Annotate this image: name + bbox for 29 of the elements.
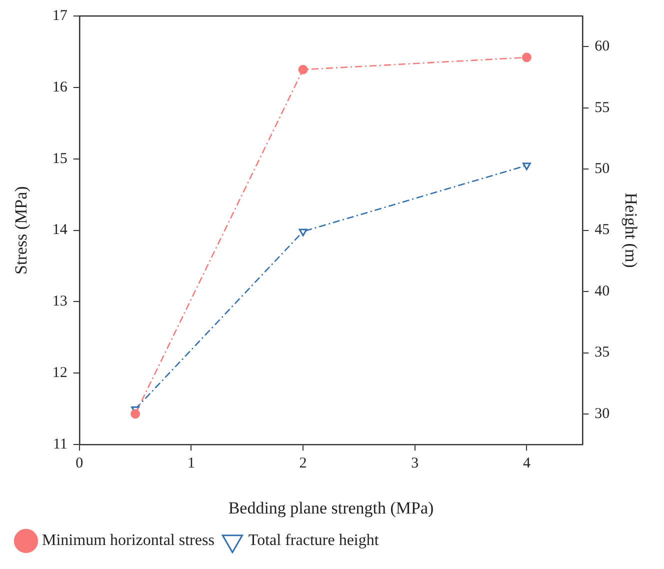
y2-tick-label: 30 (594, 406, 610, 422)
x-tick-label: 1 (187, 456, 195, 472)
y-tick-label: 15 (52, 150, 68, 167)
y2-tick-label: 55 (594, 100, 610, 116)
y2-tick-label: 40 (594, 283, 610, 300)
legend-label: Minimum horizontal stress (42, 532, 214, 550)
point (522, 52, 532, 62)
point (130, 409, 140, 419)
legend-label: Total fracture height (248, 532, 380, 550)
y2-tick-label: 45 (594, 222, 610, 238)
y2-tick-label: 35 (594, 344, 610, 361)
y2-tick-label: 60 (594, 38, 610, 55)
x-tick-label: 2 (299, 456, 307, 472)
y-tick-label: 17 (52, 8, 68, 24)
y-tick-label: 16 (52, 79, 68, 96)
point (522, 162, 531, 170)
x-tick-label: 4 (522, 456, 531, 472)
y-tick-label: 11 (52, 436, 68, 453)
y-tick-label: 14 (52, 222, 68, 238)
x-tick-label: 3 (411, 456, 419, 472)
x-tick-label: 0 (76, 456, 84, 472)
point (298, 64, 308, 74)
x-axis-title: Bedding plane strength (MPa) (228, 498, 434, 518)
y2-tick-label: 50 (594, 161, 610, 178)
y-tick-label: 12 (52, 365, 68, 382)
y2-axis-title: Height (m) (621, 192, 640, 268)
y-tick-label: 13 (52, 294, 68, 310)
point (298, 228, 308, 236)
y-axis-title: Stress (MPa) (12, 186, 31, 274)
